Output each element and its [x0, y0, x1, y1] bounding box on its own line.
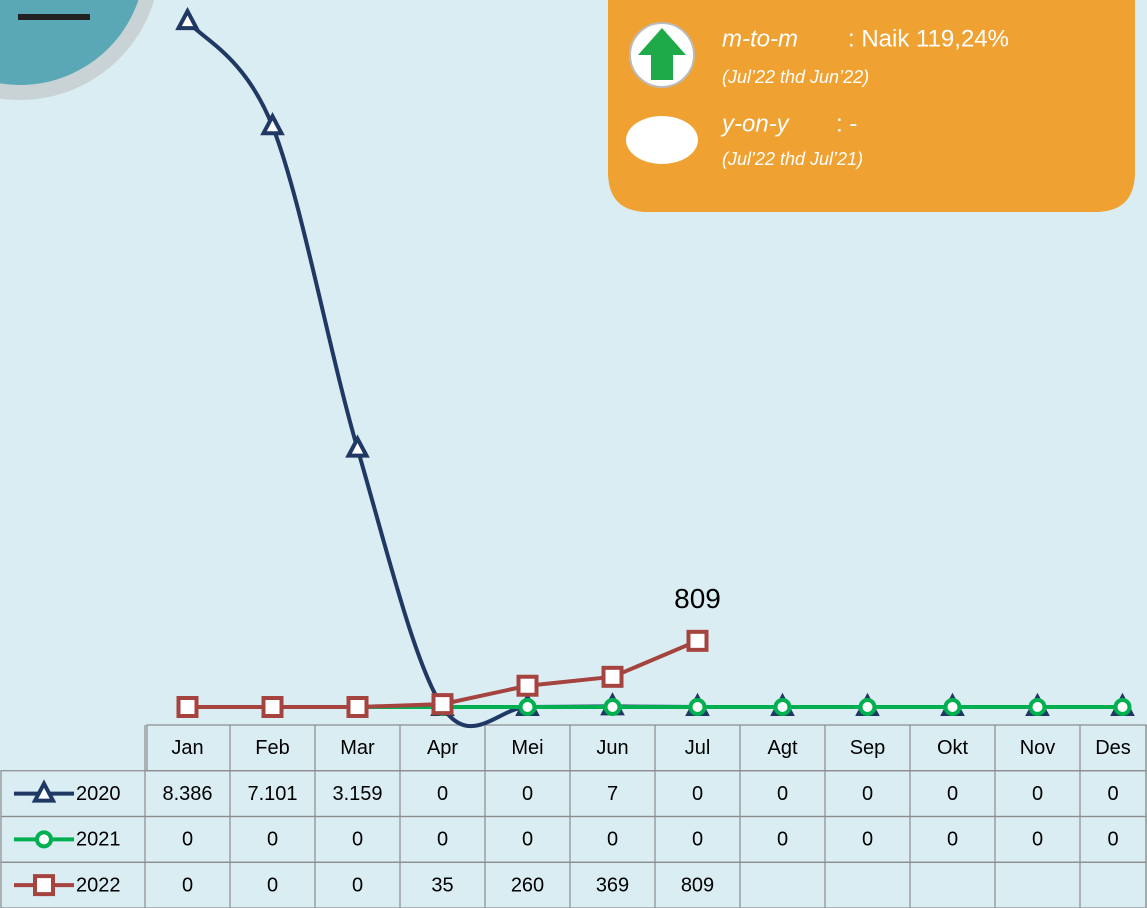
x-tick-label: Nov: [1020, 737, 1056, 759]
legend-item: 2022: [14, 874, 121, 896]
table-cell: 0: [1032, 783, 1043, 805]
legend-label: 2020: [76, 783, 121, 805]
table-cell: 260: [511, 874, 544, 896]
table-cell: 0: [1107, 783, 1118, 805]
marker: [1028, 698, 1047, 716]
marker: [688, 698, 707, 716]
marker: [516, 674, 539, 697]
table-cell: 0: [777, 829, 788, 851]
logo: [0, 0, 139, 85]
x-tick-label: Agt: [767, 737, 797, 759]
marker: [345, 434, 370, 458]
table-cell: 35: [431, 874, 453, 896]
neutral-icon: [626, 116, 698, 164]
table-cell: 0: [947, 829, 958, 851]
legend-item: 2021: [14, 829, 121, 851]
table-cell: 0: [182, 829, 193, 851]
table-cell: 0: [352, 874, 363, 896]
table-cell: 0: [522, 783, 533, 805]
table-cell: 0: [1032, 829, 1043, 851]
x-tick-label: Des: [1095, 737, 1131, 759]
marker: [858, 698, 877, 716]
table-cell: 0: [437, 829, 448, 851]
table-cell: 0: [1107, 829, 1118, 851]
table-cell: 7.101: [247, 783, 297, 805]
x-tick-label: Jan: [171, 737, 203, 759]
table-cell: 369: [596, 874, 629, 896]
table-cell: 0: [947, 783, 958, 805]
marker: [175, 6, 200, 31]
legend-marker: [33, 874, 55, 897]
table-cell: 809: [681, 874, 714, 896]
table-cell: 0: [862, 829, 873, 851]
up-arrow: [638, 28, 686, 80]
table-row: [0, 861, 1147, 908]
x-tick-label: Mei: [511, 737, 543, 759]
mtom-value: : Naik 119,24%: [848, 25, 1009, 52]
marker: [943, 698, 962, 716]
yoy-value: : -: [836, 110, 857, 137]
table-cell: 0: [862, 783, 873, 805]
marker: [346, 696, 369, 718]
data-label: 809: [674, 583, 721, 614]
table-cell: 0: [777, 783, 788, 805]
marker: [176, 696, 199, 718]
yoy-label: y-on-y: [720, 110, 791, 137]
yoy-period: (Jul’22 thd Jul’21): [722, 149, 863, 169]
x-tick-label: Feb: [255, 737, 289, 759]
marker: [518, 698, 537, 716]
mtom-period: (Jul’22 thd Jun’22): [722, 67, 869, 87]
marker: [686, 629, 709, 652]
x-tick-label: Jul: [685, 737, 711, 759]
legend-label: 2021: [76, 829, 121, 851]
marker: [261, 696, 284, 718]
legend-item: 2020: [14, 779, 121, 805]
marker: [431, 693, 454, 716]
info-box: [608, 0, 1135, 212]
table-cell: 7: [607, 783, 618, 805]
table-cell: 0: [352, 829, 363, 851]
logo-bar: [18, 14, 90, 20]
table-cell: 0: [437, 783, 448, 805]
table-cell: 0: [607, 829, 618, 851]
marker: [601, 665, 624, 688]
legend-marker: [35, 830, 53, 849]
x-tick-label: Jun: [596, 737, 628, 759]
table-cell: 0: [267, 874, 278, 896]
table-cell: 0: [182, 874, 193, 896]
marker: [33, 874, 55, 897]
table-cell: 3.159: [332, 783, 382, 805]
table-cell: 8.386: [162, 783, 212, 805]
table-cell: 0: [692, 783, 703, 805]
legend-label: 2022: [76, 874, 121, 896]
marker: [773, 698, 792, 716]
x-tick-label: Apr: [427, 737, 458, 759]
marker: [1113, 698, 1132, 716]
legend-marker: [31, 779, 57, 803]
marker: [260, 111, 285, 136]
marker: [35, 830, 53, 849]
mtom-label: m-to-m: [722, 25, 798, 52]
x-tick-label: Mar: [340, 737, 375, 759]
marker: [603, 698, 622, 716]
x-tick-label: Okt: [937, 737, 969, 759]
x-tick-label: Sep: [850, 737, 886, 759]
table-cell: 0: [267, 829, 278, 851]
table-cell: 0: [522, 829, 533, 851]
table-cell: 0: [692, 829, 703, 851]
marker: [31, 779, 57, 803]
